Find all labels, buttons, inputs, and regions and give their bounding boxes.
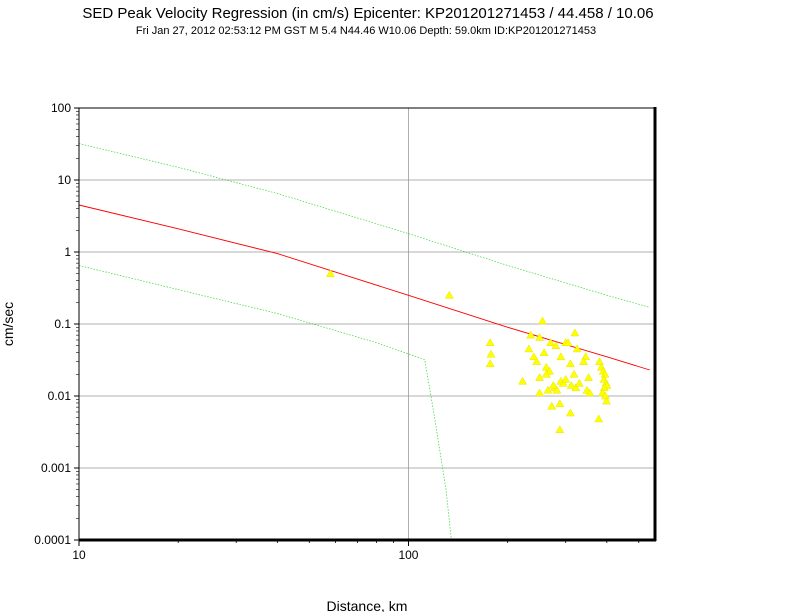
data-point: [569, 369, 579, 378]
y-tick-label: 0.0001: [34, 533, 71, 547]
data-point: [574, 378, 584, 387]
y-tick-label: 0.001: [41, 461, 71, 475]
data-point: [326, 269, 335, 277]
data-point: [585, 388, 595, 397]
data-point: [485, 338, 495, 346]
data-point: [558, 378, 568, 387]
data-point: [539, 348, 549, 356]
grid: [78, 107, 655, 541]
lower-bound-line: [78, 265, 452, 541]
data-point: [535, 332, 545, 341]
data-point: [602, 396, 611, 405]
data-point: [572, 344, 582, 353]
data-point: [561, 374, 571, 383]
x-tick-label: 10: [72, 548, 86, 562]
y-tick-label: 0.01: [48, 389, 72, 403]
data-point: [524, 344, 534, 353]
data-point: [565, 359, 575, 368]
y-tick-label: 1: [64, 245, 71, 259]
data-point: [529, 352, 539, 361]
data-point: [579, 357, 589, 365]
data-point: [563, 338, 573, 346]
y-tick-label: 10: [58, 173, 72, 187]
data-point: [551, 341, 561, 349]
plot-frame: [74, 107, 657, 546]
data-point: [485, 359, 495, 368]
data-point: [594, 414, 604, 423]
data-point: [556, 352, 566, 361]
data-point: [552, 385, 562, 394]
data-point: [548, 380, 558, 389]
data-point: [555, 399, 565, 408]
y-tick-label: 0.1: [54, 317, 71, 331]
y-tick-label: 100: [51, 101, 71, 115]
data-point: [565, 408, 575, 417]
data-point: [538, 316, 547, 325]
data-point: [543, 385, 553, 394]
data-point: [555, 425, 565, 433]
data-point: [584, 373, 593, 381]
data-point: [547, 401, 557, 410]
upper-bound-line: [78, 143, 650, 308]
chart-subtitle: Fri Jan 27, 2012 02:53:12 PM GST M 5.4 N…: [135, 25, 597, 37]
data-point: [571, 383, 581, 392]
regression-line: [78, 204, 650, 371]
y-axis-label: cm/sec: [0, 302, 16, 346]
regression-lines: [78, 143, 650, 541]
data-point: [532, 357, 542, 365]
data-points: [326, 269, 612, 433]
data-point: [535, 388, 545, 397]
data-point: [518, 376, 528, 385]
data-point: [595, 357, 604, 365]
x-tick-label: 100: [398, 548, 418, 562]
x-axis-label: Distance, km: [327, 598, 408, 612]
data-point: [541, 369, 551, 378]
data-point: [486, 349, 496, 358]
data-point: [546, 338, 556, 346]
data-point: [535, 373, 545, 381]
data-point: [526, 330, 536, 339]
chart-title: SED Peak Velocity Regression (in cm/s) E…: [82, 5, 654, 22]
data-point: [444, 290, 454, 299]
data-point: [570, 328, 580, 337]
data-point: [566, 380, 576, 389]
